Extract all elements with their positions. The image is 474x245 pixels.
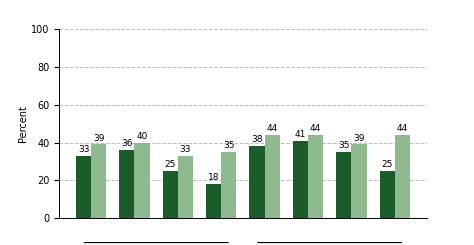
Bar bbox=[249, 146, 264, 218]
Bar bbox=[264, 135, 280, 218]
Text: 33: 33 bbox=[78, 145, 89, 154]
Text: 44: 44 bbox=[310, 124, 321, 133]
Bar bbox=[308, 135, 323, 218]
Text: 41: 41 bbox=[295, 130, 306, 139]
Text: 33: 33 bbox=[180, 145, 191, 154]
Bar bbox=[76, 156, 91, 218]
Bar bbox=[351, 145, 366, 218]
Y-axis label: Percent: Percent bbox=[18, 105, 28, 142]
Bar bbox=[336, 152, 351, 218]
Bar bbox=[163, 171, 178, 218]
Text: 18: 18 bbox=[208, 173, 219, 182]
Text: 38: 38 bbox=[251, 135, 263, 145]
Text: 25: 25 bbox=[382, 160, 393, 169]
Bar bbox=[395, 135, 410, 218]
Text: 36: 36 bbox=[121, 139, 133, 148]
Text: 39: 39 bbox=[353, 134, 365, 143]
Bar bbox=[91, 145, 106, 218]
Bar bbox=[206, 184, 221, 218]
Bar bbox=[135, 143, 150, 218]
Text: 40: 40 bbox=[137, 132, 148, 141]
Bar bbox=[178, 156, 193, 218]
Text: 44: 44 bbox=[397, 124, 408, 133]
Text: 44: 44 bbox=[266, 124, 278, 133]
Text: 39: 39 bbox=[93, 134, 104, 143]
Bar bbox=[221, 152, 237, 218]
Text: 25: 25 bbox=[164, 160, 176, 169]
Bar bbox=[293, 141, 308, 218]
Text: 35: 35 bbox=[338, 141, 349, 150]
Bar bbox=[380, 171, 395, 218]
Text: 35: 35 bbox=[223, 141, 235, 150]
Bar bbox=[119, 150, 135, 218]
